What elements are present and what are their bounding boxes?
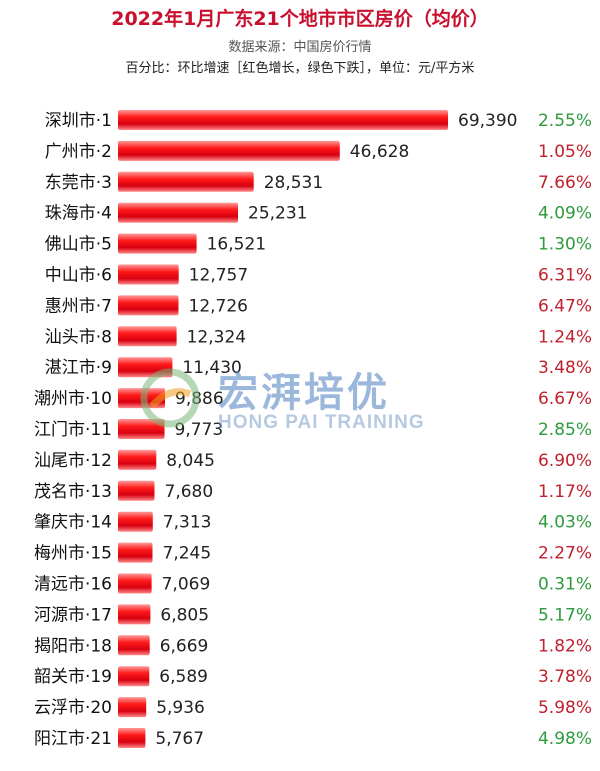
value-label: 6,805 [160, 605, 209, 625]
bar [118, 666, 150, 687]
bar [118, 573, 152, 594]
value-label: 12,726 [189, 296, 248, 316]
category-label: 东莞市·3 [45, 173, 112, 193]
bar [118, 542, 153, 563]
value-label: 7,680 [165, 482, 214, 502]
mom-change-label: 3.48% [538, 358, 592, 378]
value-label: 6,589 [159, 667, 208, 687]
bar [118, 449, 157, 470]
category-label: 韶关市·19 [34, 667, 112, 687]
category-label: 惠州市·7 [45, 296, 112, 316]
category-label: 汕尾市·12 [34, 451, 112, 471]
mom-change-label: 6.31% [538, 266, 592, 286]
value-label: 8,045 [166, 451, 215, 471]
mom-change-label: 1.30% [538, 235, 592, 255]
bar [118, 326, 177, 347]
category-label: 广州市·2 [45, 142, 112, 162]
value-label: 6,669 [160, 636, 209, 656]
mom-change-label: 1.17% [538, 482, 592, 502]
category-label: 揭阳市·18 [34, 636, 112, 656]
value-label: 25,231 [248, 204, 307, 224]
bar [118, 264, 179, 285]
value-label: 16,521 [207, 235, 266, 255]
bar [118, 202, 238, 223]
bar [118, 511, 153, 532]
bar [118, 604, 151, 625]
mom-change-label: 2.55% [538, 111, 592, 131]
category-label: 珠海市·4 [45, 204, 112, 224]
mom-change-label: 2.85% [538, 420, 592, 440]
bar [118, 728, 146, 748]
bar [118, 388, 165, 409]
value-label: 12,757 [189, 266, 248, 286]
mom-change-label: 1.82% [538, 636, 592, 656]
bar [118, 295, 179, 316]
value-label: 28,531 [264, 173, 323, 193]
mom-change-label: 6.90% [538, 451, 592, 471]
category-label: 梅州市·15 [34, 544, 112, 564]
category-label: 河源市·17 [34, 605, 112, 625]
mom-change-label: 4.09% [538, 204, 592, 224]
value-label: 11,430 [182, 358, 241, 378]
category-label: 茂名市·13 [34, 482, 112, 502]
data-source: 数据来源：中国房价行情 [228, 40, 372, 55]
mom-change-label: 7.66% [538, 173, 592, 193]
bar [118, 419, 165, 439]
mom-change-label: 6.67% [538, 389, 592, 409]
value-label: 7,069 [162, 575, 211, 595]
category-label: 中山市·6 [45, 266, 112, 286]
bar [118, 233, 197, 254]
bar [118, 171, 254, 192]
mom-change-label: 6.47% [538, 296, 592, 316]
mom-change-label: 3.78% [538, 667, 592, 687]
value-label: 12,324 [187, 327, 246, 347]
value-label: 69,390 [458, 111, 517, 131]
mom-change-label: 5.17% [538, 605, 592, 625]
value-label: 9,886 [175, 389, 224, 409]
mom-change-label: 0.31% [538, 575, 592, 595]
mom-change-label: 1.24% [538, 327, 592, 347]
category-label: 阳江市·21 [34, 729, 112, 749]
mom-change-label: 4.98% [538, 729, 592, 749]
category-label: 云浮市·20 [34, 698, 112, 718]
bar [118, 357, 173, 378]
chart-title: 2022年1月广东21个地市市区房价（均价） [111, 8, 489, 30]
mom-change-label: 1.05% [538, 142, 592, 162]
bar [118, 480, 155, 501]
category-label: 清远市·16 [34, 575, 112, 595]
value-label: 9,773 [175, 420, 224, 440]
mom-change-label: 2.27% [538, 544, 592, 564]
bar [118, 140, 340, 161]
value-label: 5,767 [155, 729, 204, 749]
mom-change-label: 5.98% [538, 698, 592, 718]
category-label: 佛山市·5 [45, 235, 112, 255]
category-label: 江门市·11 [34, 420, 112, 440]
value-label: 7,313 [163, 513, 212, 533]
value-label: 7,245 [163, 544, 212, 564]
mom-change-label: 4.03% [538, 513, 592, 533]
category-label: 湛江市·9 [45, 358, 112, 378]
bar [118, 697, 147, 718]
category-label: 潮州市·10 [34, 389, 112, 409]
bar [118, 110, 448, 130]
chart-note: 百分比：环比增速［红色增长，绿色下跌］，单位：元/平方米 [125, 61, 475, 76]
category-label: 肇庆市·14 [34, 513, 112, 533]
value-label: 5,936 [156, 698, 205, 718]
category-label: 深圳市·1 [45, 111, 112, 131]
category-label: 汕头市·8 [45, 327, 112, 347]
bar [118, 635, 150, 656]
value-label: 46,628 [350, 142, 409, 162]
